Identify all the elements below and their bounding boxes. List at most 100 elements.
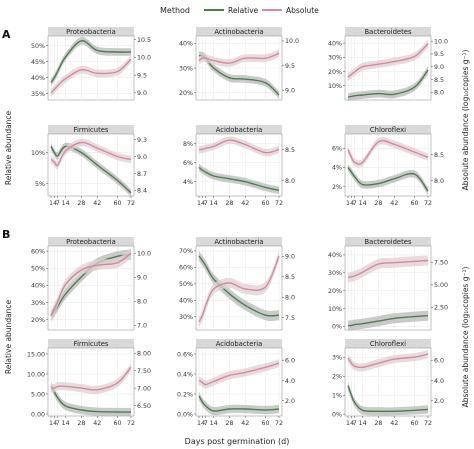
line-absolute-a-bacteroidetes xyxy=(347,43,429,78)
tick-label-x: 72 xyxy=(275,420,283,427)
tick-label-right: 8.4 xyxy=(137,188,147,195)
tick-label-left: 0.00 xyxy=(31,411,45,418)
legend-label-absolute: Absolute xyxy=(286,6,319,15)
tick-label-right: 10.0 xyxy=(137,55,151,62)
tick-label-left: 0.0% xyxy=(177,411,193,418)
line-relative-b-firmicutes xyxy=(50,385,132,413)
ribbon-relative-a-chloroflexi xyxy=(348,163,428,195)
right-axis-label-a: Absolute abundance (log₁₀copies g⁻¹) xyxy=(461,50,470,191)
tick-label-x: 28 xyxy=(77,420,85,427)
tick-label-left: 45% xyxy=(31,59,45,66)
tick-label-x: 42 xyxy=(93,420,101,427)
line-absolute-a-proteobacteria xyxy=(50,58,132,94)
tick-label-left: 10.00 xyxy=(27,371,45,378)
strip-b-chloroflexi xyxy=(345,339,431,348)
panel-label-b: B xyxy=(2,228,10,241)
tick-label-left: 0.4% xyxy=(177,371,193,378)
line-relative-a-chloroflexi xyxy=(347,166,429,192)
left-axis-label-a: Relative abundance xyxy=(4,110,13,185)
tick-label-left: 5.00 xyxy=(31,391,45,398)
tick-label-x: 14 xyxy=(359,200,367,207)
tick-label-x: 1 xyxy=(49,200,53,207)
tick-label-right: 2.0 xyxy=(434,398,444,405)
tick-label-x: 14 xyxy=(62,200,70,207)
tick-label-left: 30% xyxy=(179,314,193,321)
tick-label-left: 70% xyxy=(179,248,193,255)
tick-label-right: 9.5 xyxy=(137,72,147,79)
tick-label-left: 10% xyxy=(328,306,342,313)
tick-label-right: 6.0 xyxy=(434,357,444,364)
tick-label-left: 4% xyxy=(183,179,193,186)
tick-label-left: 40% xyxy=(31,283,45,290)
tick-label-right: 10.0 xyxy=(137,251,151,258)
strip-a-actinobacteria xyxy=(196,27,282,36)
panel-b-proteobacteria: Proteobacteria 20% 30% 40% 50% 60% 7.0 8.0 9.0 10… xyxy=(31,237,151,331)
tick-label-x: 60 xyxy=(410,420,418,427)
ribbon-absolute-b-actinobacteria xyxy=(199,251,279,327)
tick-label-right: 6.50 xyxy=(137,403,151,410)
tick-label-left: 0% xyxy=(332,411,342,418)
strip-b-bacteroidetes xyxy=(345,237,431,246)
tick-label-x: 1 xyxy=(346,200,350,207)
tick-label-x: 4 xyxy=(350,420,354,427)
panel-label-a: A xyxy=(2,28,11,41)
tick-label-right: 6.0 xyxy=(285,357,295,364)
tick-label-right: 8.5 xyxy=(434,152,444,159)
tick-label-right: 8.5 xyxy=(285,147,295,154)
tick-label-x: 28 xyxy=(374,200,382,207)
tick-label-left: 40% xyxy=(179,298,193,305)
tick-label-left: 15.00 xyxy=(27,351,45,358)
line-absolute-a-firmicutes xyxy=(50,141,132,167)
line-relative-a-proteobacteria xyxy=(50,40,132,83)
tick-label-x: 72 xyxy=(275,200,283,207)
tick-label-x: 7 xyxy=(204,200,208,207)
tick-label-right: 10.5 xyxy=(137,37,151,44)
strip-b-proteobacteria xyxy=(48,237,134,246)
tick-label-x: 42 xyxy=(241,200,249,207)
tick-label-left: 30% xyxy=(31,300,45,307)
line-absolute-b-acidobacteria xyxy=(198,362,280,386)
tick-label-right: 9.0 xyxy=(285,254,295,261)
tick-label-right: 10.0 xyxy=(434,38,448,45)
line-relative-b-acidobacteria xyxy=(198,395,280,412)
strip-b-actinobacteria xyxy=(196,237,282,246)
strip-b-acidobacteria xyxy=(196,339,282,348)
strip-title-b-acidobacteria: Acidobacteria xyxy=(216,340,263,348)
tick-label-right: 9.5 xyxy=(285,63,295,70)
ribbon-absolute-a-actinobacteria xyxy=(199,49,279,67)
tick-label-x: 72 xyxy=(424,200,432,207)
tick-label-left: 5% xyxy=(35,181,45,188)
tick-label-x: 4 xyxy=(201,200,205,207)
line-absolute-b-actinobacteria xyxy=(198,255,280,323)
tick-label-x: 4 xyxy=(201,420,205,427)
tick-label-left: 20% xyxy=(31,317,45,324)
tick-label-right: 8.0 xyxy=(434,178,444,185)
tick-label-x: 7 xyxy=(56,200,60,207)
strip-title-a-chloroflexi: Chloroflexi xyxy=(370,126,406,134)
tick-label-right: 8.0 xyxy=(137,299,147,306)
tick-label-x: 60 xyxy=(113,200,121,207)
tick-label-x: 28 xyxy=(77,200,85,207)
tick-label-right: 8.0 xyxy=(285,178,295,185)
strip-title-a-actinobacteria: Actinobacteria xyxy=(214,28,263,36)
strip-title-b-firmicutes: Firmicutes xyxy=(74,340,109,348)
tick-label-left: 4% xyxy=(332,165,342,172)
legend-title: Method xyxy=(160,6,190,15)
tick-label-right: 7.5 xyxy=(285,315,295,322)
strip-title-a-firmicutes: Firmicutes xyxy=(74,126,109,134)
tick-label-x: 7 xyxy=(353,200,357,207)
tick-label-left: 30% xyxy=(179,65,193,72)
strip-title-a-bacteroidetes: Bacteroidetes xyxy=(365,28,412,36)
facet-panels: Proteobacteria35%40%45%50%9.09.510.010.5… xyxy=(27,27,448,427)
tick-label-right: 7.50 xyxy=(137,368,151,375)
tick-label-x: 7 xyxy=(353,420,357,427)
line-absolute-b-chloroflexi xyxy=(347,353,429,369)
tick-label-right: 9.0 xyxy=(434,64,444,71)
ribbon-absolute-a-bacteroidetes xyxy=(348,39,428,81)
ribbon-absolute-a-chloroflexi xyxy=(348,136,428,168)
panel-a-proteobacteria: Proteobacteria 35% 40% 45% 50% 9.0 9.5 10.0 10.5 xyxy=(31,27,151,101)
tick-label-left: 30% xyxy=(328,270,342,277)
tick-label-left: 60% xyxy=(31,248,45,255)
tick-label-left: 40% xyxy=(328,252,342,259)
